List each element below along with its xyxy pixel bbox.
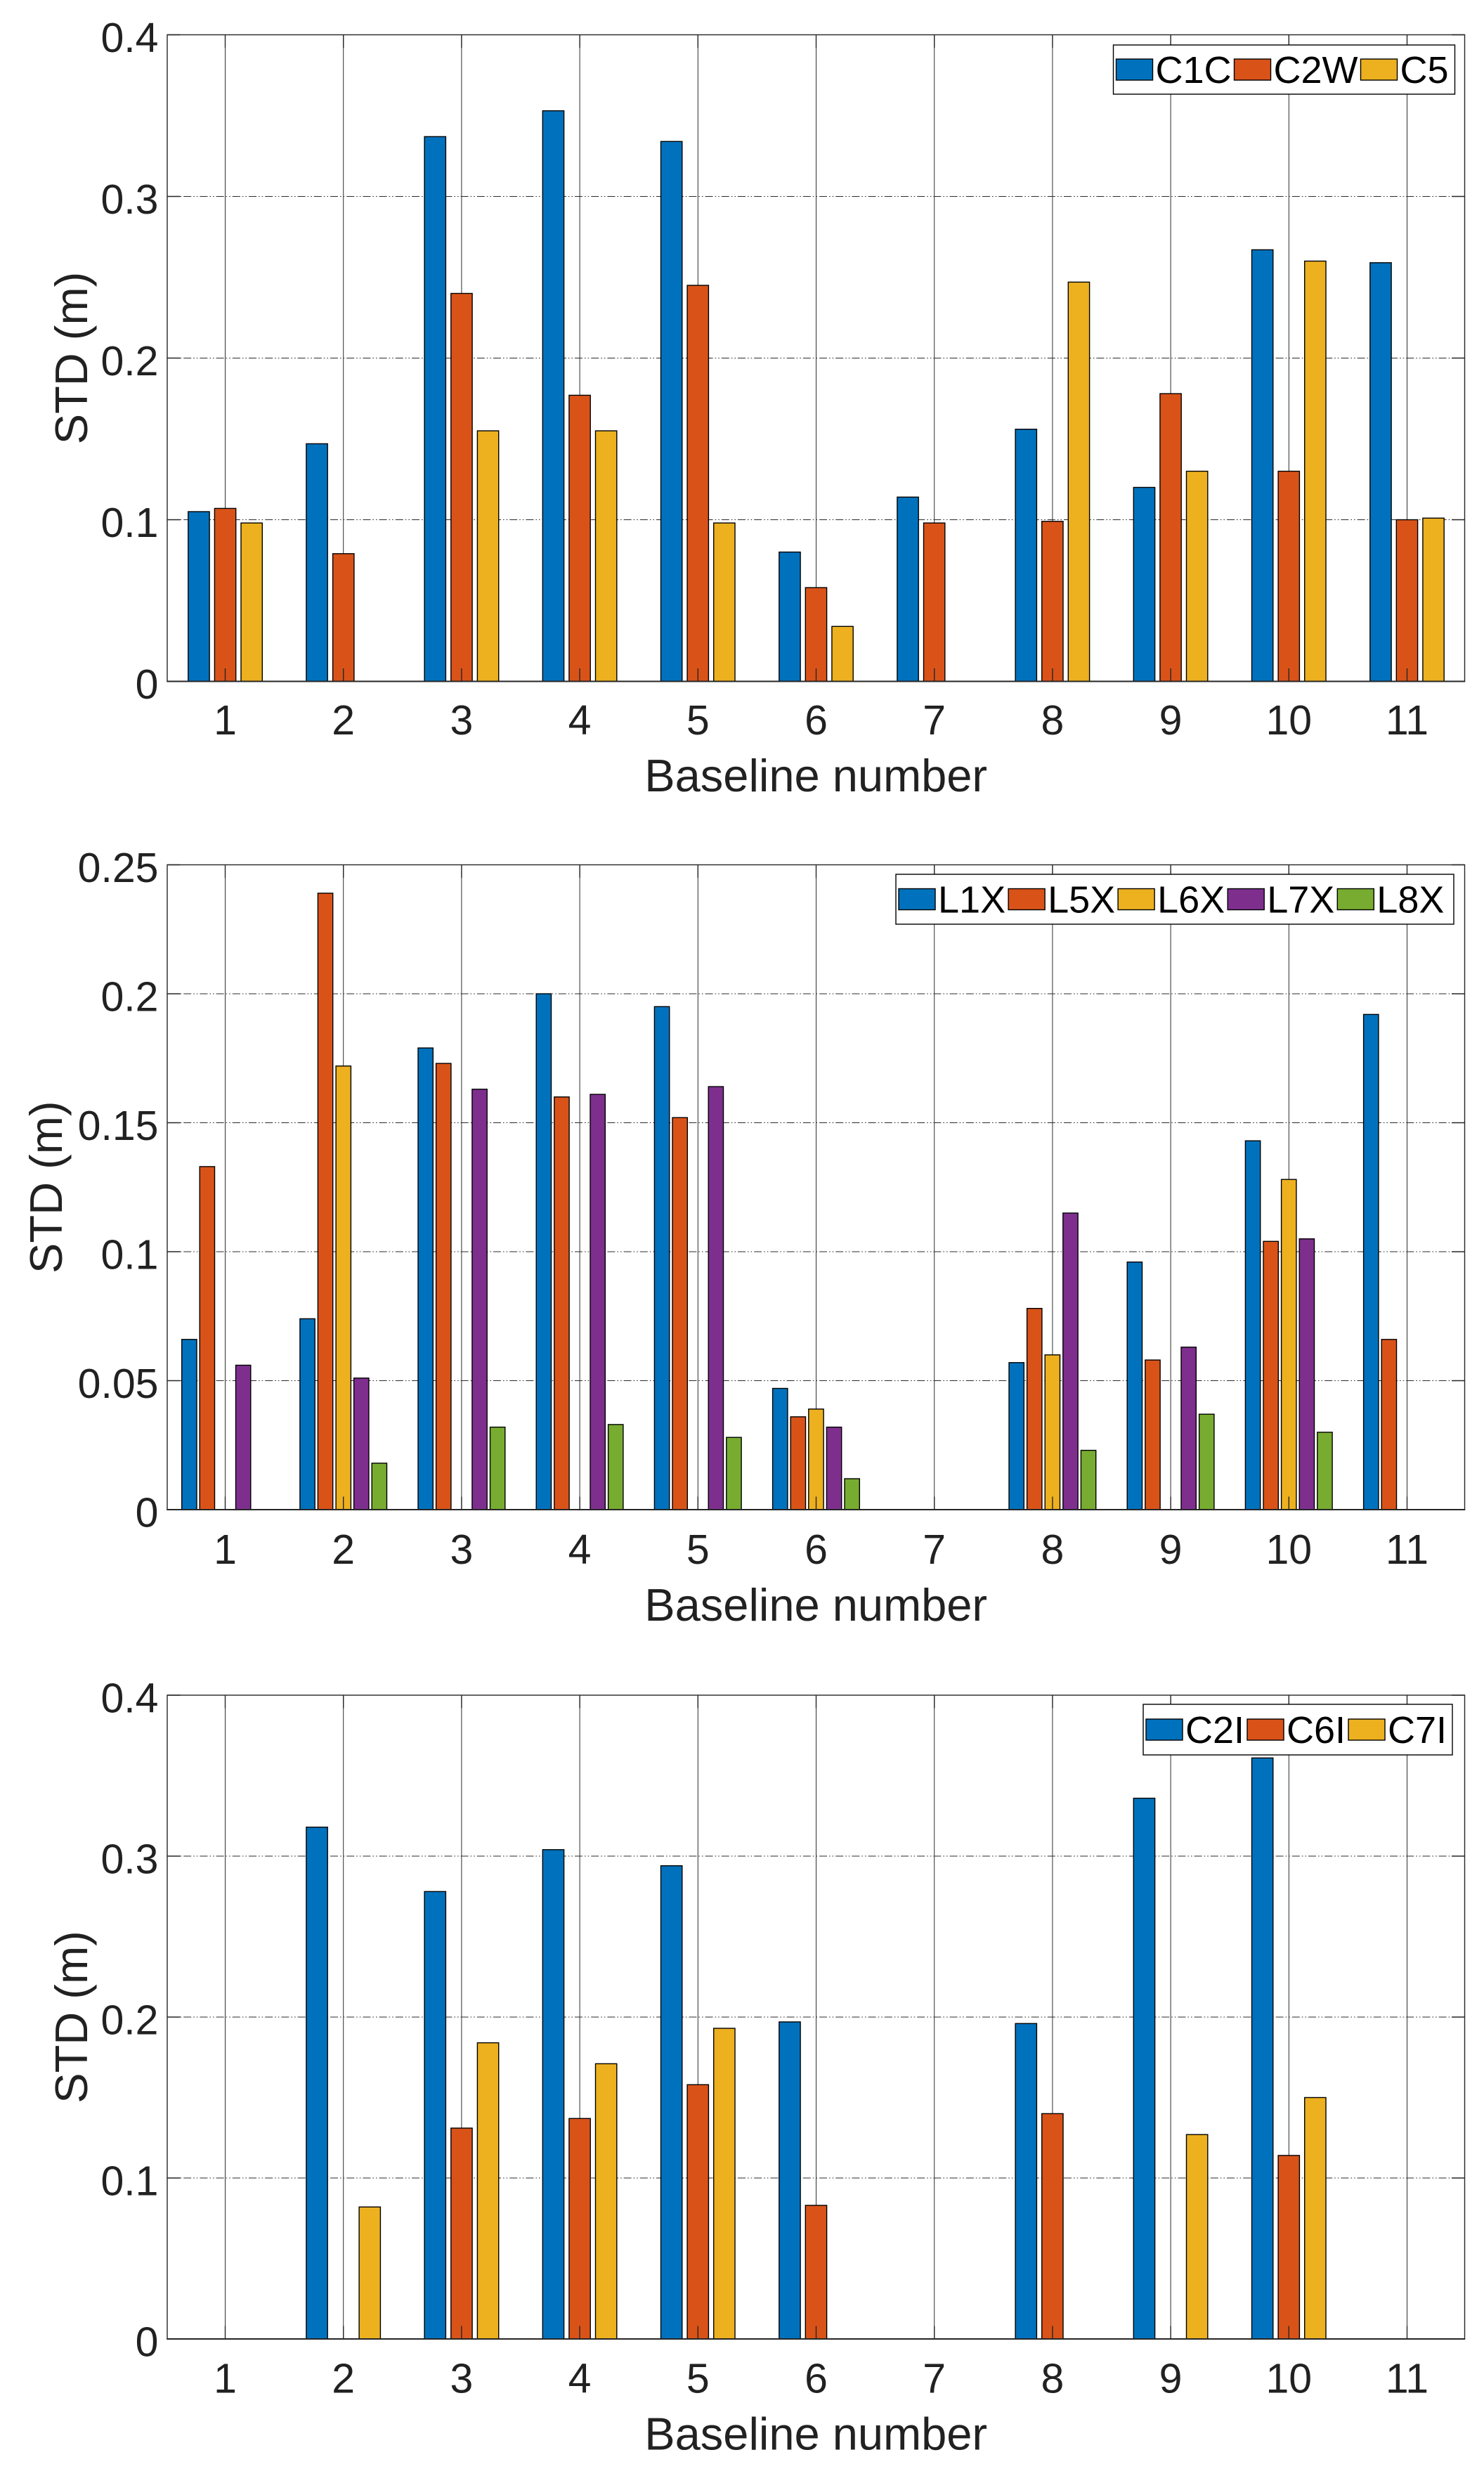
svg-text:0: 0 — [136, 661, 159, 708]
svg-text:10: 10 — [1265, 697, 1312, 744]
svg-text:2: 2 — [332, 697, 355, 744]
svg-text:C2W: C2W — [1274, 49, 1358, 91]
svg-text:5: 5 — [686, 1527, 710, 1573]
svg-text:10: 10 — [1265, 2356, 1312, 2402]
svg-text:C2I: C2I — [1185, 1709, 1244, 1751]
svg-text:0.05: 0.05 — [78, 1361, 159, 1407]
svg-text:STD (m): STD (m) — [46, 272, 97, 445]
svg-text:0.3: 0.3 — [100, 176, 158, 223]
svg-text:3: 3 — [450, 697, 473, 744]
svg-text:7: 7 — [923, 2356, 946, 2402]
svg-text:6: 6 — [805, 2356, 828, 2402]
svg-text:Baseline number: Baseline number — [644, 1579, 987, 1631]
svg-text:C7I: C7I — [1388, 1709, 1447, 1751]
svg-text:9: 9 — [1159, 697, 1183, 744]
svg-text:2: 2 — [332, 2356, 355, 2402]
svg-text:L8X: L8X — [1376, 879, 1444, 921]
svg-text:0: 0 — [136, 2319, 159, 2366]
svg-text:11: 11 — [1386, 1527, 1428, 1573]
svg-text:3: 3 — [450, 1527, 473, 1573]
svg-text:Baseline number: Baseline number — [644, 2409, 987, 2460]
svg-text:11: 11 — [1386, 2356, 1428, 2402]
svg-text:C5: C5 — [1400, 49, 1449, 91]
svg-text:0.1: 0.1 — [100, 1232, 158, 1278]
svg-text:0.15: 0.15 — [78, 1103, 159, 1149]
svg-text:0.4: 0.4 — [100, 1675, 158, 1722]
svg-text:6: 6 — [805, 697, 828, 744]
svg-text:1: 1 — [214, 2356, 237, 2402]
svg-text:1: 1 — [214, 1527, 237, 1573]
svg-text:0.1: 0.1 — [100, 2158, 158, 2205]
svg-text:11: 11 — [1386, 697, 1428, 744]
svg-text:2: 2 — [332, 1527, 355, 1573]
svg-text:L5X: L5X — [1048, 879, 1115, 921]
svg-text:4: 4 — [568, 697, 592, 744]
svg-text:6: 6 — [805, 1527, 828, 1573]
svg-text:5: 5 — [686, 2356, 710, 2402]
svg-text:0.4: 0.4 — [100, 15, 158, 61]
svg-text:C6I: C6I — [1287, 1709, 1346, 1751]
svg-text:0: 0 — [136, 1490, 159, 1536]
svg-text:0.25: 0.25 — [78, 845, 159, 891]
svg-text:10: 10 — [1265, 1527, 1312, 1573]
svg-text:L7X: L7X — [1267, 879, 1334, 921]
svg-text:7: 7 — [923, 697, 946, 744]
svg-text:0.2: 0.2 — [100, 1997, 158, 2044]
svg-text:9: 9 — [1159, 2356, 1183, 2402]
svg-text:3: 3 — [450, 2356, 473, 2402]
svg-text:STD (m): STD (m) — [46, 1931, 97, 2104]
svg-text:C1C: C1C — [1156, 49, 1232, 91]
svg-text:L1X: L1X — [938, 879, 1005, 921]
svg-text:1: 1 — [214, 697, 237, 744]
svg-text:4: 4 — [568, 2356, 592, 2402]
svg-text:8: 8 — [1041, 2356, 1064, 2402]
svg-text:Baseline number: Baseline number — [644, 750, 987, 801]
svg-text:0.2: 0.2 — [100, 338, 158, 384]
svg-text:5: 5 — [686, 697, 710, 744]
svg-text:8: 8 — [1041, 697, 1064, 744]
svg-text:STD (m): STD (m) — [20, 1101, 72, 1273]
svg-text:8: 8 — [1041, 1527, 1064, 1573]
svg-text:L6X: L6X — [1157, 879, 1225, 921]
svg-text:0.2: 0.2 — [100, 974, 158, 1020]
svg-text:9: 9 — [1159, 1527, 1183, 1573]
svg-text:0.1: 0.1 — [100, 500, 158, 546]
svg-text:7: 7 — [923, 1527, 946, 1573]
svg-text:4: 4 — [568, 1527, 592, 1573]
svg-text:0.3: 0.3 — [100, 1836, 158, 1883]
